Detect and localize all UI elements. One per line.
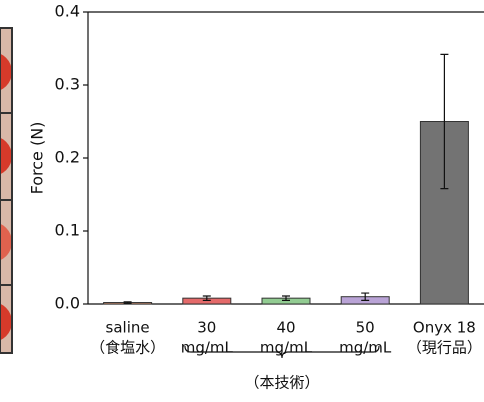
x-tick-label: Onyx 18	[413, 319, 476, 337]
y-tick-label: 0.1	[55, 221, 80, 240]
x-tick-label: 40	[276, 319, 295, 337]
y-axis-label: Force (N)	[28, 122, 47, 195]
y-tick-label: 0.0	[55, 294, 80, 313]
x-tick-label: mg/mL	[339, 339, 392, 357]
y-tick-label: 0.3	[55, 75, 80, 94]
y-tick-label: 0.2	[55, 148, 80, 167]
x-tick-label: 30	[197, 319, 216, 337]
x-tick-label: 50	[356, 319, 375, 337]
x-tick-label: mg/mL	[181, 339, 234, 357]
photo-strip	[0, 28, 12, 353]
y-tick-label: 0.4	[55, 2, 80, 21]
x-tick-label: （現行品）	[407, 339, 482, 357]
bracket-label: （本技術）	[244, 374, 319, 392]
x-tick-label: mg/mL	[260, 339, 313, 357]
x-tick-label: saline	[106, 319, 150, 337]
chart: Force (N) （本技術） 0.0 0.1 0.2 0.3 0.4 saline （食塩…	[0, 0, 484, 402]
x-tick-label: （食塩水）	[90, 339, 165, 357]
